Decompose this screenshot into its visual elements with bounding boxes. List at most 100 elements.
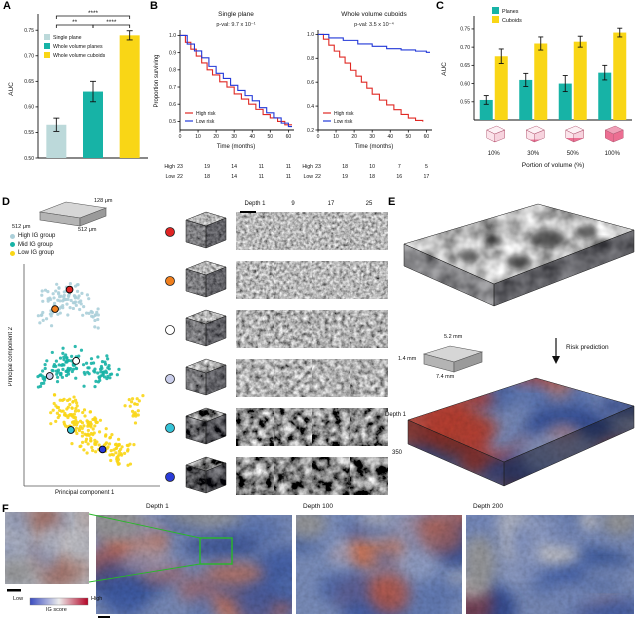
svg-text:1.0: 1.0 — [169, 33, 176, 39]
volume-depth-bottom-label: 350 — [392, 450, 403, 456]
panel-label-f: F — [2, 503, 9, 515]
svg-text:Low: Low — [165, 174, 175, 180]
svg-text:High: High — [302, 164, 313, 170]
texture-patch — [314, 263, 348, 297]
auc-bar — [83, 91, 103, 158]
svg-text:Low risk: Low risk — [334, 119, 353, 125]
svg-text:Time (months): Time (months) — [355, 144, 393, 150]
volume-dim-width-label: 5.2 mm — [444, 334, 463, 340]
depth-header: Depth 1 — [244, 201, 266, 207]
svg-text:20: 20 — [213, 134, 219, 140]
texture-patch — [276, 459, 310, 493]
svg-text:11: 11 — [286, 174, 291, 180]
texture-patch — [238, 312, 272, 346]
texture-patch — [352, 214, 386, 248]
heatmap-image — [296, 515, 462, 614]
texture-patch — [238, 214, 272, 248]
texture-patch — [352, 263, 386, 297]
row-sample-dot — [165, 423, 175, 433]
legend-dot-icon — [10, 250, 15, 256]
svg-text:0.8: 0.8 — [169, 68, 176, 74]
svg-text:0.55: 0.55 — [24, 130, 34, 136]
svg-text:18: 18 — [342, 164, 348, 170]
legend-swatch — [44, 43, 50, 49]
km-curve — [180, 34, 292, 128]
texture-patch — [238, 459, 272, 493]
auc-bar — [479, 99, 493, 120]
svg-text:0.60: 0.60 — [460, 81, 470, 87]
svg-text:Single plane: Single plane — [53, 35, 82, 41]
texture-patch — [276, 410, 310, 444]
svg-text:10%: 10% — [488, 151, 501, 157]
texture-patch — [276, 312, 310, 346]
svg-text:60: 60 — [286, 134, 292, 140]
row-sample-dot — [165, 227, 175, 237]
legend-swatch — [44, 34, 50, 40]
scale-bar — [7, 589, 21, 592]
significance-bracket — [92, 24, 131, 28]
legend-dot-icon — [10, 242, 15, 247]
texture-patch — [314, 312, 348, 346]
svg-text:10: 10 — [195, 134, 201, 140]
svg-text:0.9: 0.9 — [169, 50, 176, 56]
svg-text:Whole volume cuboids: Whole volume cuboids — [341, 11, 407, 18]
panel-b-km-cuboids: Whole volume cuboids p-val: 3.5 x 10⁻⁴ 0.2… — [302, 11, 432, 180]
svg-text:18: 18 — [369, 174, 375, 180]
svg-text:0.75: 0.75 — [24, 28, 34, 34]
colorbar-low-label: Low — [13, 596, 24, 602]
marked-sample-point — [72, 357, 81, 365]
svg-text:0.6: 0.6 — [307, 80, 314, 86]
svg-text:30: 30 — [369, 134, 375, 140]
panel-label-b: B — [150, 0, 158, 12]
colorbar-high-label: High — [91, 596, 103, 602]
svg-text:Portion of volume (%): Portion of volume (%) — [522, 162, 585, 169]
ig-legend-item: Mid IG group — [10, 242, 55, 248]
marked-sample-point — [45, 372, 54, 380]
ig-legend-item: High IG group — [10, 233, 55, 239]
ig-colorbar — [29, 597, 89, 606]
texture-patch — [352, 361, 386, 395]
svg-text:11: 11 — [286, 164, 291, 170]
svg-text:Planes: Planes — [502, 9, 519, 15]
svg-text:10: 10 — [333, 134, 339, 140]
texture-patch — [238, 361, 272, 395]
svg-text:40: 40 — [387, 134, 393, 140]
svg-text:50: 50 — [406, 134, 412, 140]
texture-patch — [352, 410, 386, 444]
svg-text:Single plane: Single plane — [218, 11, 254, 18]
ig-group-legend: High IG group Mid IG group Low IG group — [10, 233, 55, 259]
svg-text:****: **** — [88, 10, 99, 17]
texture-patch — [314, 459, 348, 493]
svg-text:7: 7 — [398, 164, 401, 170]
svg-text:50%: 50% — [567, 151, 580, 157]
svg-text:0.65: 0.65 — [460, 63, 470, 69]
row-sample-dot — [165, 276, 175, 286]
svg-text:20: 20 — [351, 134, 357, 140]
cuboid-width-dim-label: 512 μm — [12, 224, 31, 230]
texture-patch — [352, 312, 386, 346]
legend-swatch — [492, 7, 499, 14]
texture-patch — [276, 361, 310, 395]
auc-bar — [534, 43, 548, 120]
volume-dim-length-label: 7.4 mm — [436, 374, 455, 380]
risk-prediction-label: Risk prediction — [566, 344, 609, 351]
panel-d — [23, 201, 386, 494]
volume-depth-top-label: Depth 1 — [385, 412, 407, 418]
svg-text:0.7: 0.7 — [169, 85, 176, 91]
svg-text:0.60: 0.60 — [24, 105, 34, 111]
svg-text:16: 16 — [396, 174, 402, 180]
svg-text:22: 22 — [315, 174, 321, 180]
texture-patch — [314, 410, 348, 444]
zoom-callout-line — [88, 513, 201, 539]
svg-text:1.0: 1.0 — [307, 32, 314, 38]
auc-bar — [494, 56, 508, 120]
depth-header: 9 — [291, 201, 295, 207]
km-curve — [318, 33, 424, 122]
panel-label-a: A — [3, 0, 11, 12]
legend-dot-icon — [10, 233, 15, 239]
heatmap-image — [466, 515, 634, 614]
texture-patch — [314, 214, 348, 248]
